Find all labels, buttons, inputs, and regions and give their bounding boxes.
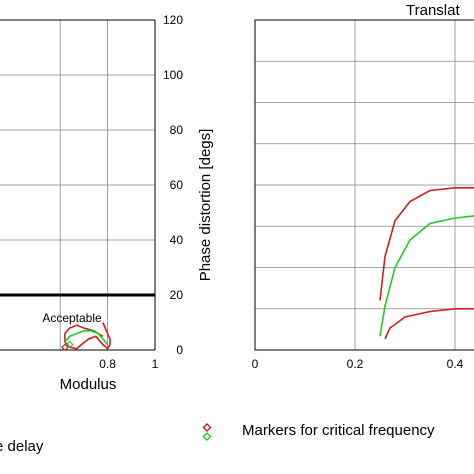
right-series-line-2 <box>384 308 474 340</box>
legend-marker-green <box>202 432 212 441</box>
right-chart-panel: 0 0.2 0.4 Translat <box>252 2 474 371</box>
legend-marker-red <box>202 423 212 432</box>
left-y-tick-label: 120 <box>163 13 183 27</box>
left-y-tick-label: 20 <box>170 288 184 302</box>
left-y-tick-label: 100 <box>163 68 183 82</box>
critical-frequency-marker <box>61 343 69 352</box>
left-y-tick-label: 60 <box>170 178 184 192</box>
left-chart-panel: 0 20 40 60 80 100 120 0.8 1 Acceptable Modulus Phas… <box>0 13 214 393</box>
right-x-tick-label: 0 <box>252 357 259 371</box>
left-y-tick-label: 0 <box>176 343 183 357</box>
left-series-line-1 <box>64 322 111 350</box>
right-series-line-1 <box>379 187 474 301</box>
left-x-tick-label: 0.8 <box>99 357 116 371</box>
left-y-tick-label: 40 <box>170 233 184 247</box>
right-series-line-3 <box>379 215 474 337</box>
right-chart-title: Translat <box>406 2 460 19</box>
right-x-tick-label: 0.4 <box>447 357 464 371</box>
left-y-tick-label: 80 <box>170 123 184 137</box>
left-y-axis-title: Phase distortion [degs] <box>197 129 214 282</box>
left-x-axis-title: Modulus <box>60 376 117 393</box>
legend-entry-markers: Markers for critical frequency <box>242 422 435 439</box>
legend: e delay Markers for critical frequency <box>0 422 435 455</box>
left-series-line-3 <box>64 330 109 346</box>
right-x-tick-label: 0.2 <box>347 357 364 371</box>
critical-frequency-marker <box>65 340 74 349</box>
right-plot-frame <box>254 19 474 351</box>
acceptable-label: Acceptable <box>42 311 102 325</box>
legend-entry-delay: e delay <box>0 438 44 455</box>
left-x-tick-label: 1 <box>152 357 159 371</box>
